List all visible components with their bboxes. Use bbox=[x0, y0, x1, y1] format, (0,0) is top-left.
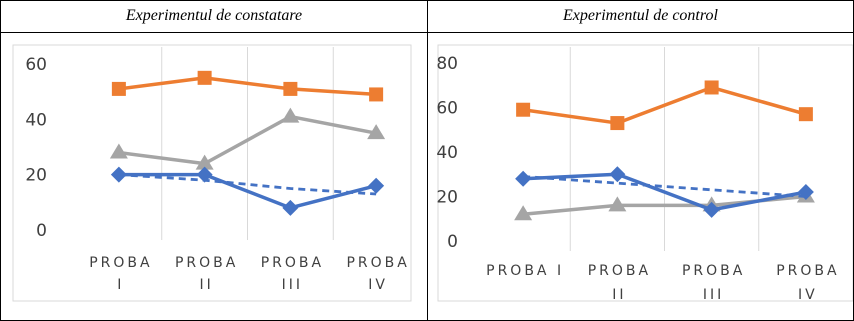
x-tick-label: PROBA bbox=[346, 255, 409, 271]
data-point-1-0 bbox=[514, 205, 533, 221]
left-panel: Experimentul de constatare 0 20 40 60 PROBA I… bbox=[1, 1, 428, 320]
x-tick-label: PROBA bbox=[175, 255, 238, 271]
data-point-2-1 bbox=[609, 166, 626, 183]
data-point-2-1 bbox=[196, 166, 213, 183]
data-point-2-0 bbox=[515, 170, 532, 187]
x-tick-label: PROBA bbox=[261, 255, 324, 271]
series-line-2 bbox=[118, 172, 377, 210]
x-tick-label: PROBA bbox=[776, 263, 839, 279]
x-tick-label: PROBA bbox=[682, 263, 745, 279]
x-tick-label: III bbox=[282, 277, 303, 293]
series-line-0 bbox=[118, 76, 377, 97]
y-tick-label: 40 bbox=[25, 110, 47, 130]
data-point-2-3 bbox=[368, 177, 385, 194]
y-tick-label: 0 bbox=[36, 221, 47, 241]
data-point-0-0 bbox=[111, 81, 126, 96]
data-point-0-1 bbox=[197, 70, 212, 85]
x-tick-label: PROBA bbox=[588, 263, 651, 279]
series-line-3 bbox=[118, 173, 377, 196]
data-point-1-3 bbox=[367, 124, 386, 140]
chart-control: 0 20 40 60 80 PROBA I PROBA II PROBA III PROBA IV bbox=[436, 44, 853, 303]
series-line-0 bbox=[522, 85, 807, 125]
data-point-1-1 bbox=[195, 154, 214, 170]
data-point-0-2 bbox=[704, 80, 719, 95]
data-point-0-2 bbox=[283, 81, 298, 96]
chart-title-control: Experimentul de control bbox=[563, 7, 718, 24]
y-tick-label: 80 bbox=[436, 54, 458, 74]
data-point-0-1 bbox=[610, 116, 625, 131]
x-tick-label: IV bbox=[368, 277, 388, 293]
plot-frame bbox=[12, 44, 412, 302]
x-tick-label: II bbox=[612, 287, 626, 303]
series-line-1 bbox=[118, 114, 377, 166]
x-tick-label: IV bbox=[798, 287, 818, 303]
data-point-1-2 bbox=[281, 107, 300, 123]
x-tick-label: II bbox=[199, 277, 213, 293]
data-point-1-1 bbox=[608, 196, 627, 212]
data-point-1-0 bbox=[109, 143, 128, 159]
y-tick-label: 0 bbox=[447, 232, 458, 252]
title-divider bbox=[1, 32, 427, 33]
y-tick-label: 20 bbox=[436, 188, 458, 208]
x-tick-label: PROBA bbox=[89, 255, 152, 271]
y-tick-label: 20 bbox=[25, 166, 47, 186]
y-tick-label: 60 bbox=[436, 99, 458, 119]
data-point-0-0 bbox=[516, 102, 531, 117]
title-divider bbox=[428, 32, 853, 33]
x-tick-label: I bbox=[117, 277, 124, 293]
data-point-2-2 bbox=[703, 201, 720, 218]
y-tick-label: 60 bbox=[25, 55, 47, 75]
x-tick-label: III bbox=[703, 287, 724, 303]
data-point-0-3 bbox=[369, 87, 384, 102]
series-line-2 bbox=[523, 172, 807, 212]
x-tick-label: PROBA I bbox=[486, 263, 564, 279]
data-point-2-2 bbox=[282, 199, 299, 216]
chart-title-constatare: Experimentul de constatare bbox=[125, 7, 303, 24]
right-panel: Experimentul de control 0 20 40 60 80 PROBA I… bbox=[428, 1, 853, 320]
y-tick-label: 40 bbox=[436, 143, 458, 163]
data-point-0-3 bbox=[798, 107, 813, 122]
chart-constatare: 0 20 40 60 PROBA I PROBA II PROBA III PROBA IV bbox=[12, 44, 412, 302]
plot-frame bbox=[437, 44, 853, 302]
